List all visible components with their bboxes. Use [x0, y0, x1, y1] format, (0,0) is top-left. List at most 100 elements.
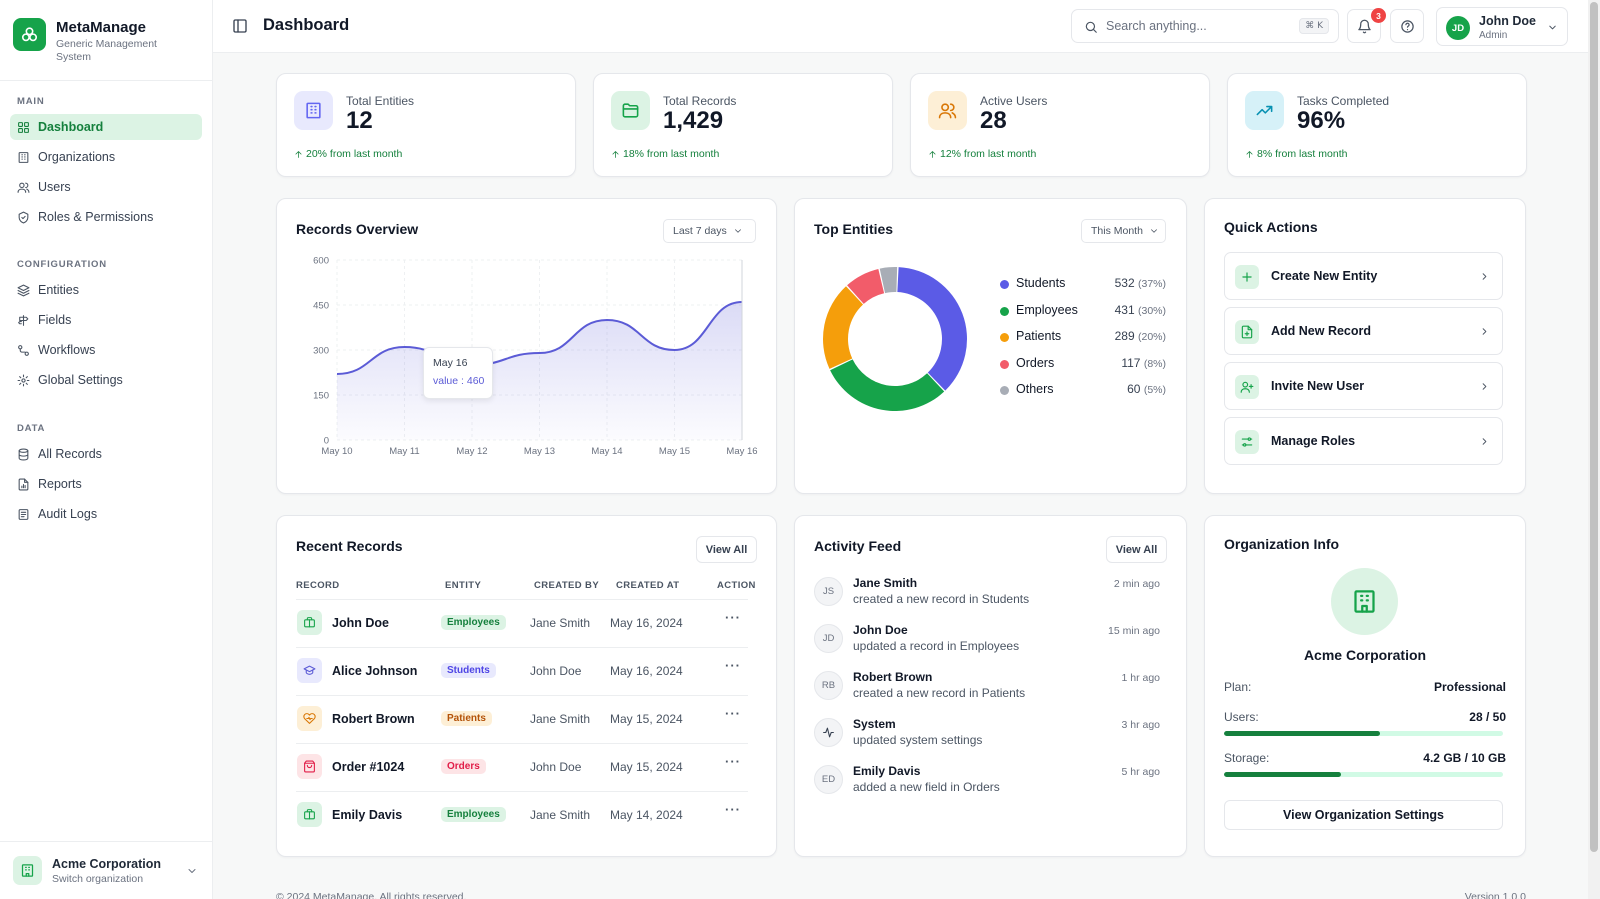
storage-label: Storage:: [1224, 751, 1270, 765]
x-tick-label: May 11: [389, 446, 419, 457]
file-chart-icon: [17, 478, 30, 491]
activity-description: created a new record in Patients: [853, 686, 1026, 700]
row-actions-button[interactable]: ···: [725, 658, 741, 673]
quick-action-label: Create New Entity: [1271, 269, 1378, 283]
recent-records-card: Recent Records View All RECORD ENTITY CR…: [276, 515, 777, 857]
invite-user-button[interactable]: Invite New User: [1224, 362, 1503, 410]
activity-actor: Emily Davis: [853, 764, 921, 778]
sidebar-item-label: Entities: [38, 283, 79, 297]
help-button[interactable]: [1390, 9, 1424, 43]
sidebar-item-all-records[interactable]: All Records: [10, 441, 202, 467]
footer-version: Version 1.0.0: [1464, 891, 1526, 899]
graduation-cap-icon: [297, 658, 322, 683]
created-by: Jane Smith: [530, 616, 591, 630]
stat-card-total-entities: Total Entities 12 20% from last month: [276, 73, 576, 177]
donut-slice-others: [879, 267, 898, 294]
notifications-button[interactable]: 3: [1347, 8, 1386, 43]
chevron-down-icon: [1547, 22, 1558, 33]
created-at: May 15, 2024: [610, 712, 683, 726]
building-icon: [294, 91, 333, 130]
legend-swatch: [1000, 333, 1009, 342]
add-record-button[interactable]: Add New Record: [1224, 307, 1503, 355]
stat-trend: 12% from last month: [928, 148, 1036, 160]
view-organization-settings-button[interactable]: View Organization Settings: [1224, 800, 1503, 830]
created-by: John Doe: [530, 760, 582, 774]
stat-label: Total Records: [663, 94, 737, 108]
page-scrollbar[interactable]: [1588, 0, 1600, 899]
donut-slice-students: [897, 267, 967, 391]
search-input[interactable]: [1106, 16, 1286, 36]
section-main: MAIN: [17, 96, 45, 107]
sidebar-item-organizations[interactable]: Organizations: [10, 144, 202, 170]
brand-name: MetaManage: [56, 19, 147, 36]
sidebar-toggle-icon[interactable]: [232, 18, 248, 34]
plan-label: Plan:: [1224, 680, 1252, 694]
activity-description: created a new record in Students: [853, 592, 1030, 606]
sidebar-item-dashboard[interactable]: Dashboard: [10, 114, 202, 140]
entity-badge: Employees: [441, 807, 506, 822]
view-all-records-button[interactable]: View All: [696, 536, 757, 563]
create-entity-button[interactable]: Create New Entity: [1224, 252, 1503, 300]
folder-icon: [611, 91, 650, 130]
y-tick-label: 150: [313, 391, 329, 402]
sidebar-item-workflows[interactable]: Workflows: [10, 337, 202, 363]
table-row[interactable]: Order #1024 Orders John Doe May 15, 2024…: [296, 744, 748, 790]
briefcase-icon: [297, 610, 322, 635]
search-shortcut: ⌘ K: [1299, 18, 1329, 34]
records-area-chart: 0 150 300 450 600 May 10 May 11 May 12 May 13 May…: [313, 256, 757, 458]
stat-value: 1,429: [663, 107, 724, 134]
arrow-up-icon: [294, 150, 303, 159]
sidebar-item-users[interactable]: Users: [10, 174, 202, 200]
sidebar-item-global-settings[interactable]: Global Settings: [10, 367, 202, 393]
plus-icon: [1235, 265, 1259, 289]
legend-value: 117 (8%): [1121, 356, 1166, 370]
table-row[interactable]: Emily Davis Employees Jane Smith May 14,…: [296, 792, 748, 838]
range-select[interactable]: This Month: [1081, 219, 1166, 243]
sidebar-item-roles[interactable]: Roles & Permissions: [10, 204, 202, 230]
chart-tooltip: May 16 value : 460: [423, 347, 493, 399]
sidebar-item-reports[interactable]: Reports: [10, 471, 202, 497]
manage-roles-button[interactable]: Manage Roles: [1224, 417, 1503, 465]
activity-description: updated a record in Employees: [853, 639, 1020, 653]
row-actions-button[interactable]: ···: [725, 610, 741, 625]
stat-value: 12: [346, 107, 373, 134]
activity-description: updated system settings: [853, 733, 983, 747]
row-divider: [296, 647, 748, 648]
table-row[interactable]: Alice Johnson Students John Doe May 16, …: [296, 648, 748, 694]
legend-item: Orders 117 (8%): [1000, 355, 1166, 375]
users-icon: [17, 181, 30, 194]
layers-icon: [17, 284, 30, 297]
row-actions-button[interactable]: ···: [725, 802, 741, 817]
chevron-down-icon: [1149, 226, 1159, 236]
organization-switcher[interactable]: Acme Corporation Switch organization: [0, 841, 212, 899]
activity-time: 2 min ago: [1113, 578, 1160, 590]
row-actions-button[interactable]: ···: [725, 754, 741, 769]
user-plus-icon: [1235, 375, 1259, 399]
view-all-activity-button[interactable]: View All: [1106, 536, 1167, 563]
x-tick-label: May 10: [321, 446, 352, 457]
column-header-record: RECORD: [296, 580, 340, 591]
table-row[interactable]: Robert Brown Patients Jane Smith May 15,…: [296, 696, 748, 742]
row-actions-button[interactable]: ···: [725, 706, 741, 721]
quick-actions-card: Quick Actions Create New Entity Add New …: [1204, 198, 1526, 494]
legend-count: 289: [1114, 329, 1135, 343]
legend-value: 289 (20%): [1115, 329, 1166, 343]
legend-percent: (5%): [1143, 384, 1166, 396]
user-menu[interactable]: JD John Doe Admin: [1436, 7, 1568, 46]
brand: MetaManage Generic Management System: [13, 18, 176, 64]
scrollbar-thumb[interactable]: [1590, 2, 1598, 852]
sidebar-item-audit-logs[interactable]: Audit Logs: [10, 501, 202, 527]
signpost-icon: [17, 314, 30, 327]
created-at: May 15, 2024: [610, 760, 683, 774]
table-row[interactable]: John Doe Employees Jane Smith May 16, 20…: [296, 600, 748, 646]
chevron-down-icon: [186, 865, 198, 877]
sidebar-item-fields[interactable]: Fields: [10, 307, 202, 333]
sidebar-item-label: Organizations: [38, 150, 116, 164]
entity-badge: Orders: [441, 759, 486, 774]
row-divider: [296, 791, 748, 792]
record-name: Order #1024: [332, 760, 405, 774]
chevron-right-icon: [1479, 326, 1490, 337]
sidebar-item-entities[interactable]: Entities: [10, 277, 202, 303]
legend-value: 60 (5%): [1127, 382, 1166, 396]
range-select[interactable]: Last 7 days: [663, 219, 756, 243]
